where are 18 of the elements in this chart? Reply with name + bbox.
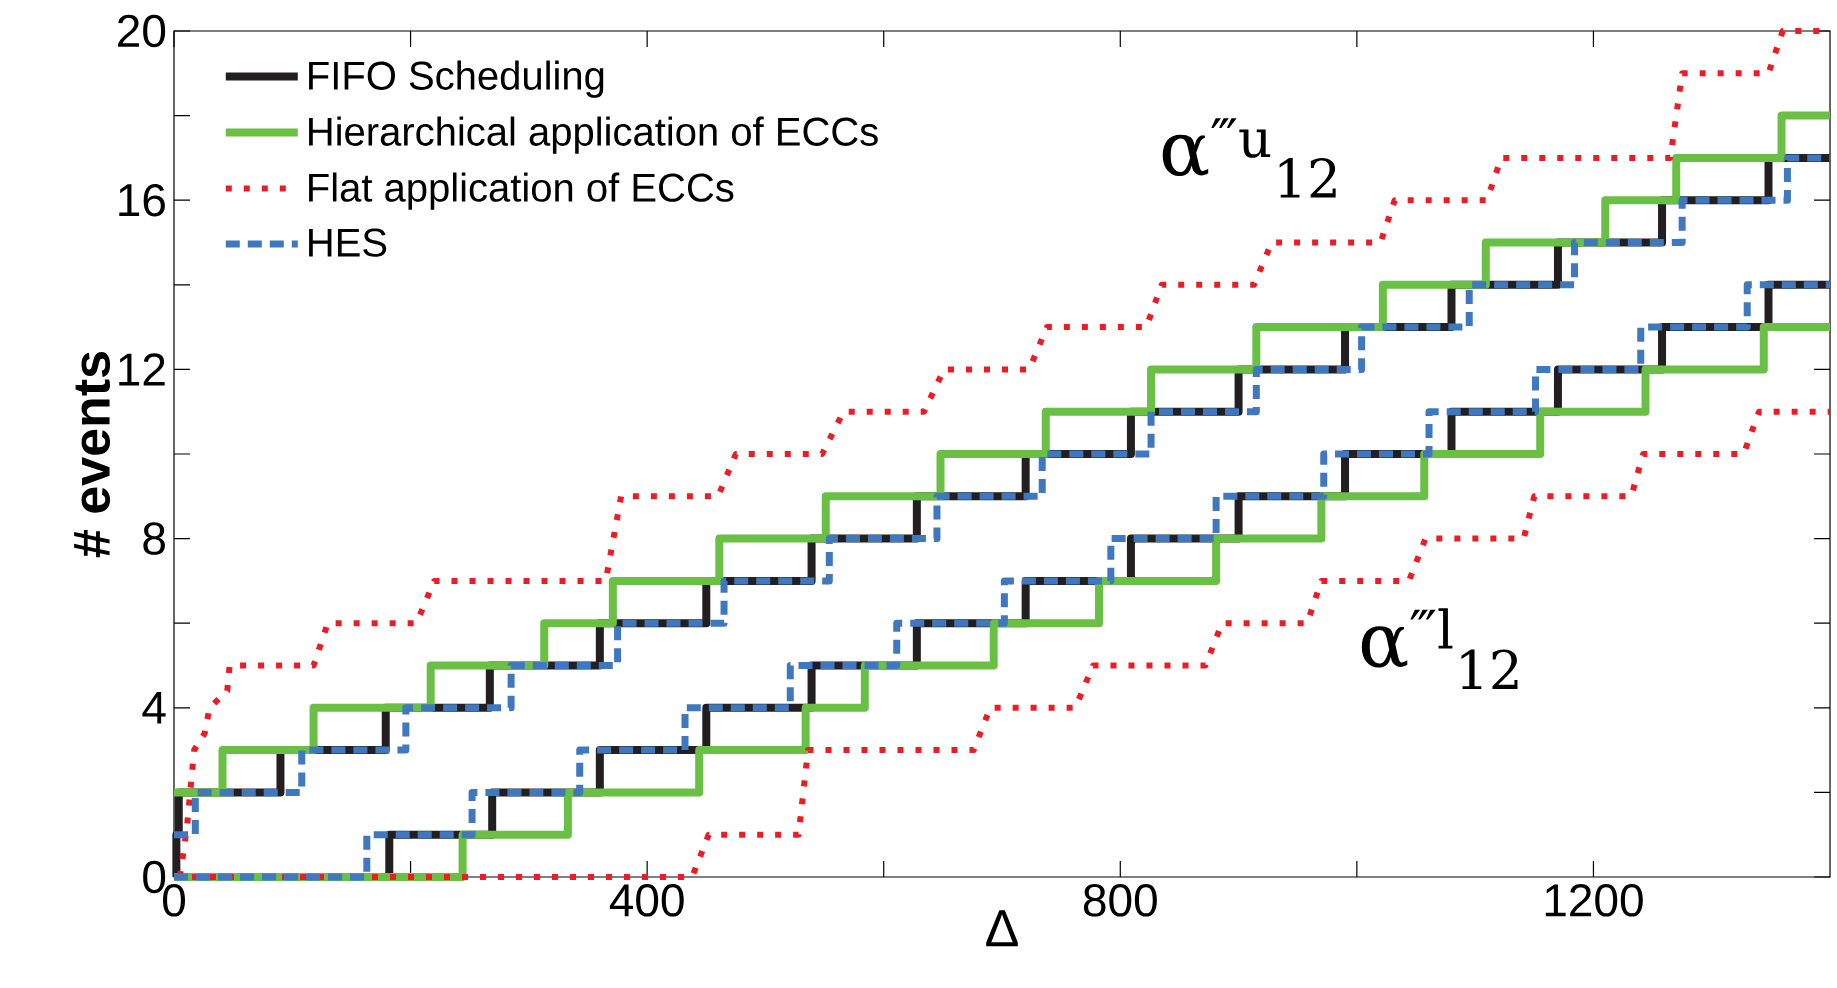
- y-tick-label: 4: [142, 691, 166, 724]
- x-tick-label: 0: [163, 884, 186, 917]
- x-axis-title: Δ: [986, 910, 1018, 947]
- legend-label: Flat application of ECCs: [309, 172, 734, 210]
- x-tick-label: 800: [1083, 884, 1157, 917]
- legend-label: FIFO Scheduling: [309, 60, 604, 98]
- y-axis-title: # events: [74, 352, 111, 558]
- x-tick-label: 400: [609, 884, 684, 917]
- legend-label: Hierarchical application of ECCs: [309, 116, 878, 154]
- y-tick-label: 20: [118, 14, 166, 48]
- y-tick-label: 12: [119, 353, 165, 386]
- y-tick-label: 0: [143, 860, 166, 894]
- annotation: α$^{‴l}$12: [1361, 608, 1518, 689]
- legend-label: HES: [309, 228, 387, 257]
- y-tick-label: 8: [143, 522, 165, 555]
- y-tick-label: 16: [119, 183, 165, 217]
- annotation: α$^{‴u}$12: [1162, 118, 1336, 198]
- x-tick-label: 1200: [1545, 884, 1643, 917]
